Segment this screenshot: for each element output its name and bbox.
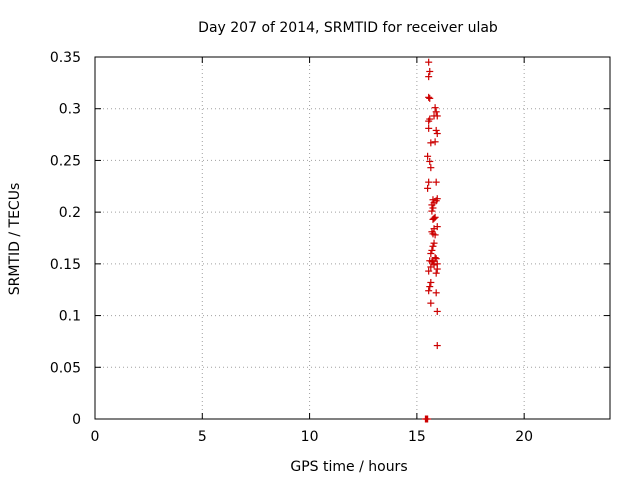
grid-lines: [95, 57, 610, 419]
data-point: [427, 278, 435, 286]
data-point: [433, 265, 441, 273]
data-point: [429, 242, 437, 250]
data-point: [425, 124, 433, 132]
data-point: [425, 93, 433, 101]
data-point: [426, 67, 434, 75]
y-tick-label: 0.35: [50, 50, 81, 66]
data-point: [427, 139, 435, 147]
data-point: [427, 299, 435, 307]
data-point: [433, 130, 441, 138]
data-point: [424, 152, 432, 160]
data-point: [432, 289, 440, 297]
data-point: [432, 108, 440, 116]
plot-frame: [94, 56, 611, 420]
data-point: [430, 214, 438, 222]
data-point: [425, 58, 433, 66]
data-point: [424, 415, 432, 423]
data-point: [426, 283, 434, 291]
x-tick-label: 0: [91, 429, 100, 445]
data-point: [432, 269, 440, 277]
data-point: [431, 104, 439, 112]
data-point: [431, 138, 439, 146]
y-tick-label: 0.25: [50, 153, 81, 169]
y-tick-label: 0.2: [59, 205, 81, 221]
data-point: [428, 207, 436, 215]
data-point: [432, 126, 440, 134]
data-point: [429, 196, 437, 204]
data-point: [425, 287, 433, 295]
y-axis-tick-labels: 0 0.05 0.1 0.15 0.2 0.25 0.3 0.35: [50, 50, 81, 428]
data-points: [421, 58, 441, 423]
data-point: [426, 94, 434, 102]
data-point: [425, 73, 433, 81]
y-tick-label: 0.15: [50, 257, 81, 273]
data-point: [424, 184, 432, 192]
data-point: [430, 239, 438, 247]
axis-ticks: [94, 56, 610, 420]
data-point: [432, 178, 440, 186]
data-point: [433, 112, 441, 120]
y-tick-label: 0.3: [59, 102, 81, 118]
x-tick-label: 15: [408, 429, 426, 445]
data-point: [427, 164, 435, 172]
data-point: [427, 263, 435, 271]
data-point: [425, 267, 433, 275]
data-point: [433, 307, 441, 315]
x-axis-tick-labels: 0 5 10 15 20: [91, 429, 534, 445]
data-point: [428, 201, 436, 209]
data-point: [433, 342, 441, 350]
data-point: [426, 157, 434, 165]
data-point: [427, 250, 435, 258]
data-point: [429, 204, 437, 212]
data-point: [425, 117, 433, 125]
data-point: [429, 215, 437, 223]
y-tick-label: 0.1: [59, 309, 81, 325]
data-point: [431, 231, 439, 239]
x-axis-label: GPS time / hours: [290, 459, 407, 475]
x-tick-label: 20: [515, 429, 533, 445]
y-tick-label: 0.05: [50, 360, 81, 376]
x-tick-label: 10: [301, 429, 319, 445]
data-point: [428, 246, 436, 254]
y-tick-label: 0: [72, 412, 81, 428]
y-axis-label: SRMTID / TECUs: [7, 183, 23, 296]
x-tick-label: 5: [198, 429, 207, 445]
chart-title: Day 207 of 2014, SRMTID for receiver ula…: [198, 20, 498, 36]
data-point: [425, 178, 433, 186]
